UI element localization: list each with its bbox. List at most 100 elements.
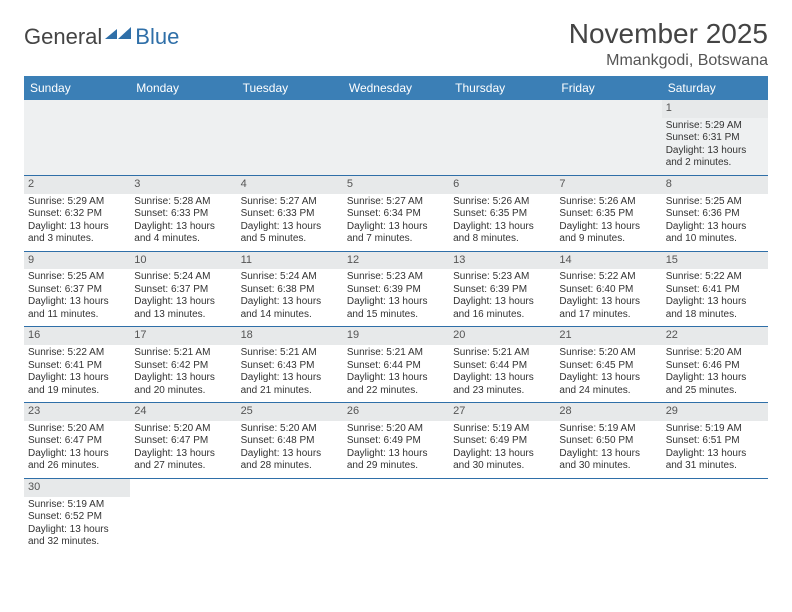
day-number: 19 bbox=[343, 327, 449, 345]
sunset-line: Sunset: 6:37 PM bbox=[134, 284, 232, 297]
sunrise-line: Sunrise: 5:23 AM bbox=[347, 271, 445, 284]
sunset-line: Sunset: 6:41 PM bbox=[666, 284, 764, 297]
sunrise-line: Sunrise: 5:26 AM bbox=[453, 196, 551, 209]
sunset-line: Sunset: 6:38 PM bbox=[241, 284, 339, 297]
calendar-week-row: 23Sunrise: 5:20 AMSunset: 6:47 PMDayligh… bbox=[24, 403, 768, 479]
sunset-line: Sunset: 6:48 PM bbox=[241, 435, 339, 448]
calendar-cell: 13Sunrise: 5:23 AMSunset: 6:39 PMDayligh… bbox=[449, 251, 555, 327]
calendar-cell bbox=[130, 478, 236, 553]
daylight-line: Daylight: 13 hours and 24 minutes. bbox=[559, 372, 657, 397]
calendar-cell: 26Sunrise: 5:20 AMSunset: 6:49 PMDayligh… bbox=[343, 403, 449, 479]
calendar-cell: 5Sunrise: 5:27 AMSunset: 6:34 PMDaylight… bbox=[343, 175, 449, 251]
calendar-week-row: 16Sunrise: 5:22 AMSunset: 6:41 PMDayligh… bbox=[24, 327, 768, 403]
sunrise-line: Sunrise: 5:19 AM bbox=[559, 423, 657, 436]
title-block: November 2025 Mmankgodi, Botswana bbox=[569, 18, 768, 70]
sunset-line: Sunset: 6:40 PM bbox=[559, 284, 657, 297]
calendar-cell bbox=[555, 100, 661, 175]
calendar-header-row: SundayMondayTuesdayWednesdayThursdayFrid… bbox=[24, 76, 768, 100]
sunset-line: Sunset: 6:35 PM bbox=[559, 208, 657, 221]
sunrise-line: Sunrise: 5:22 AM bbox=[28, 347, 126, 360]
daylight-line: Daylight: 13 hours and 22 minutes. bbox=[347, 372, 445, 397]
day-number: 18 bbox=[237, 327, 343, 345]
calendar-cell: 2Sunrise: 5:29 AMSunset: 6:32 PMDaylight… bbox=[24, 175, 130, 251]
calendar-cell: 8Sunrise: 5:25 AMSunset: 6:36 PMDaylight… bbox=[662, 175, 768, 251]
calendar-cell bbox=[343, 478, 449, 553]
daylight-line: Daylight: 13 hours and 7 minutes. bbox=[347, 221, 445, 246]
daylight-line: Daylight: 13 hours and 13 minutes. bbox=[134, 296, 232, 321]
sunset-line: Sunset: 6:44 PM bbox=[453, 360, 551, 373]
calendar-week-row: 2Sunrise: 5:29 AMSunset: 6:32 PMDaylight… bbox=[24, 175, 768, 251]
day-number: 13 bbox=[449, 252, 555, 270]
day-number: 17 bbox=[130, 327, 236, 345]
daylight-line: Daylight: 13 hours and 19 minutes. bbox=[28, 372, 126, 397]
daylight-line: Daylight: 13 hours and 2 minutes. bbox=[666, 145, 764, 170]
sunset-line: Sunset: 6:35 PM bbox=[453, 208, 551, 221]
day-header: Wednesday bbox=[343, 76, 449, 100]
calendar-cell: 23Sunrise: 5:20 AMSunset: 6:47 PMDayligh… bbox=[24, 403, 130, 479]
sunrise-line: Sunrise: 5:26 AM bbox=[559, 196, 657, 209]
sunrise-line: Sunrise: 5:28 AM bbox=[134, 196, 232, 209]
sunset-line: Sunset: 6:31 PM bbox=[666, 132, 764, 145]
sunrise-line: Sunrise: 5:20 AM bbox=[28, 423, 126, 436]
daylight-line: Daylight: 13 hours and 10 minutes. bbox=[666, 221, 764, 246]
sunrise-line: Sunrise: 5:21 AM bbox=[134, 347, 232, 360]
daylight-line: Daylight: 13 hours and 20 minutes. bbox=[134, 372, 232, 397]
sunset-line: Sunset: 6:39 PM bbox=[347, 284, 445, 297]
calendar-cell: 3Sunrise: 5:28 AMSunset: 6:33 PMDaylight… bbox=[130, 175, 236, 251]
calendar-cell: 30Sunrise: 5:19 AMSunset: 6:52 PMDayligh… bbox=[24, 478, 130, 553]
day-header: Friday bbox=[555, 76, 661, 100]
sunset-line: Sunset: 6:50 PM bbox=[559, 435, 657, 448]
calendar-cell bbox=[449, 478, 555, 553]
sunset-line: Sunset: 6:49 PM bbox=[347, 435, 445, 448]
calendar-cell: 27Sunrise: 5:19 AMSunset: 6:49 PMDayligh… bbox=[449, 403, 555, 479]
calendar-cell: 7Sunrise: 5:26 AMSunset: 6:35 PMDaylight… bbox=[555, 175, 661, 251]
sunrise-line: Sunrise: 5:25 AM bbox=[28, 271, 126, 284]
daylight-line: Daylight: 13 hours and 5 minutes. bbox=[241, 221, 339, 246]
day-number: 2 bbox=[24, 176, 130, 194]
daylight-line: Daylight: 13 hours and 11 minutes. bbox=[28, 296, 126, 321]
calendar-cell: 25Sunrise: 5:20 AMSunset: 6:48 PMDayligh… bbox=[237, 403, 343, 479]
calendar-cell bbox=[449, 100, 555, 175]
sunrise-line: Sunrise: 5:21 AM bbox=[347, 347, 445, 360]
daylight-line: Daylight: 13 hours and 31 minutes. bbox=[666, 448, 764, 473]
daylight-line: Daylight: 13 hours and 23 minutes. bbox=[453, 372, 551, 397]
daylight-line: Daylight: 13 hours and 4 minutes. bbox=[134, 221, 232, 246]
sunset-line: Sunset: 6:33 PM bbox=[134, 208, 232, 221]
daylight-line: Daylight: 13 hours and 28 minutes. bbox=[241, 448, 339, 473]
daylight-line: Daylight: 13 hours and 30 minutes. bbox=[453, 448, 551, 473]
calendar-cell: 4Sunrise: 5:27 AMSunset: 6:33 PMDaylight… bbox=[237, 175, 343, 251]
daylight-line: Daylight: 13 hours and 29 minutes. bbox=[347, 448, 445, 473]
calendar-week-row: 1Sunrise: 5:29 AMSunset: 6:31 PMDaylight… bbox=[24, 100, 768, 175]
sunset-line: Sunset: 6:45 PM bbox=[559, 360, 657, 373]
calendar-cell: 9Sunrise: 5:25 AMSunset: 6:37 PMDaylight… bbox=[24, 251, 130, 327]
sunset-line: Sunset: 6:42 PM bbox=[134, 360, 232, 373]
day-number: 16 bbox=[24, 327, 130, 345]
sunrise-line: Sunrise: 5:20 AM bbox=[134, 423, 232, 436]
sunrise-line: Sunrise: 5:19 AM bbox=[453, 423, 551, 436]
day-number: 1 bbox=[662, 100, 768, 118]
day-number: 24 bbox=[130, 403, 236, 421]
sunrise-line: Sunrise: 5:22 AM bbox=[666, 271, 764, 284]
calendar-page: General Blue November 2025 Mmankgodi, Bo… bbox=[0, 0, 792, 572]
calendar-week-row: 9Sunrise: 5:25 AMSunset: 6:37 PMDaylight… bbox=[24, 251, 768, 327]
day-number: 14 bbox=[555, 252, 661, 270]
day-number: 7 bbox=[555, 176, 661, 194]
calendar-cell bbox=[662, 478, 768, 553]
sunrise-line: Sunrise: 5:20 AM bbox=[666, 347, 764, 360]
daylight-line: Daylight: 13 hours and 16 minutes. bbox=[453, 296, 551, 321]
logo-text-general: General bbox=[24, 24, 102, 50]
logo-text-blue: Blue bbox=[135, 24, 179, 50]
sunset-line: Sunset: 6:36 PM bbox=[666, 208, 764, 221]
daylight-line: Daylight: 13 hours and 8 minutes. bbox=[453, 221, 551, 246]
calendar-cell: 1Sunrise: 5:29 AMSunset: 6:31 PMDaylight… bbox=[662, 100, 768, 175]
day-number: 23 bbox=[24, 403, 130, 421]
calendar-cell bbox=[343, 100, 449, 175]
calendar-cell: 12Sunrise: 5:23 AMSunset: 6:39 PMDayligh… bbox=[343, 251, 449, 327]
sunrise-line: Sunrise: 5:27 AM bbox=[241, 196, 339, 209]
sunrise-line: Sunrise: 5:21 AM bbox=[453, 347, 551, 360]
sunset-line: Sunset: 6:52 PM bbox=[28, 511, 126, 524]
daylight-line: Daylight: 13 hours and 27 minutes. bbox=[134, 448, 232, 473]
sunset-line: Sunset: 6:32 PM bbox=[28, 208, 126, 221]
day-header: Monday bbox=[130, 76, 236, 100]
sunset-line: Sunset: 6:37 PM bbox=[28, 284, 126, 297]
